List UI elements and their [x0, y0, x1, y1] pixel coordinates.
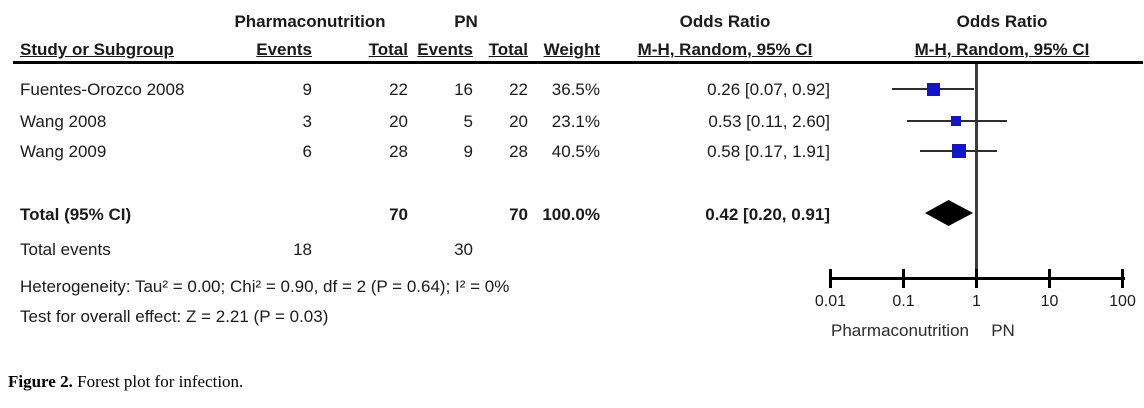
figure-caption-label: Figure 2.	[8, 372, 73, 391]
figure-caption: Figure 2. Forest plot for infection.	[8, 372, 243, 392]
events2-value: 5	[463, 112, 473, 131]
total2-value: 20	[509, 112, 528, 131]
no-effect-line	[975, 64, 978, 279]
total1-value: 28	[389, 142, 408, 161]
axis-tick-label: 0.01	[814, 293, 847, 310]
total2-sum: 70	[509, 205, 528, 224]
header-rule	[13, 61, 1143, 64]
total-label: Total (95% CI)	[20, 205, 132, 224]
total2-value: 22	[509, 80, 528, 99]
or-column-title: Odds Ratio	[679, 12, 771, 31]
study-name: Wang 2009	[20, 142, 107, 161]
total-or-ci: 0.42 [0.20, 0.91]	[705, 205, 830, 224]
weight-value: 36.5%	[551, 80, 600, 99]
group2-header: PN	[454, 12, 478, 31]
weight-value: 40.5%	[551, 142, 600, 161]
axis-tick	[975, 269, 978, 288]
events2-value: 9	[463, 142, 473, 161]
axis-tick-label: 0.1	[892, 293, 915, 310]
total1-value: 20	[389, 112, 408, 131]
total1-column-header: Total	[368, 40, 408, 59]
events1-column-header: Events	[256, 40, 312, 59]
study-name: Wang 2008	[20, 112, 107, 131]
total2-column-header: Total	[488, 40, 528, 59]
axis-tick	[1048, 269, 1051, 288]
total2-value: 28	[509, 142, 528, 161]
events2-value: 16	[454, 80, 473, 99]
axis-tick-label: 100	[1109, 293, 1136, 310]
weight-column-header: Weight	[543, 40, 600, 59]
study-point-square	[927, 82, 941, 96]
events2-column-header: Events	[417, 40, 473, 59]
heterogeneity-stat: Heterogeneity: Tau² = 0.00; Chi² = 0.90,…	[20, 277, 510, 296]
axis-tick-label: 1	[972, 293, 981, 310]
or-ci-value: 0.26 [0.07, 0.92]	[707, 80, 830, 99]
total1-value: 22	[389, 80, 408, 99]
axis-tick-label: 10	[1040, 293, 1059, 310]
total-events-label: Total events	[20, 240, 111, 259]
axis-tick	[1121, 269, 1124, 288]
total1-sum: 70	[389, 205, 408, 224]
or-ci-value: 0.53 [0.11, 2.60]	[708, 112, 830, 131]
total-events1: 18	[293, 240, 312, 259]
axis-tick	[829, 269, 832, 288]
study-name: Fuentes-Orozco 2008	[20, 80, 185, 99]
total-diamond	[925, 200, 974, 226]
plot-column-title: Odds Ratio	[956, 12, 1048, 31]
figure-caption-text: Forest plot for infection.	[72, 372, 244, 391]
study-column-header: Study or Subgroup	[20, 40, 174, 59]
group1-header: Pharmaconutrition	[234, 12, 386, 31]
study-point-square	[952, 144, 967, 158]
axis-tick	[902, 269, 905, 288]
events1-value: 6	[302, 142, 312, 161]
events1-value: 3	[302, 112, 312, 131]
favours-left-label: Pharmaconutrition	[831, 321, 969, 340]
study-point-square	[951, 116, 962, 126]
weight-sum: 100.0%	[542, 205, 600, 224]
or-column-subheader: M-H, Random, 95% CI	[637, 40, 813, 59]
or-ci-value: 0.58 [0.17, 1.91]	[707, 142, 830, 161]
favours-right-label: PN	[991, 321, 1015, 340]
overall-effect-stat: Test for overall effect: Z = 2.21 (P = 0…	[20, 307, 329, 326]
events1-value: 9	[302, 80, 312, 99]
total-events2: 30	[454, 240, 473, 259]
plot-column-subheader: M-H, Random, 95% CI	[914, 40, 1090, 59]
weight-value: 23.1%	[551, 112, 600, 131]
